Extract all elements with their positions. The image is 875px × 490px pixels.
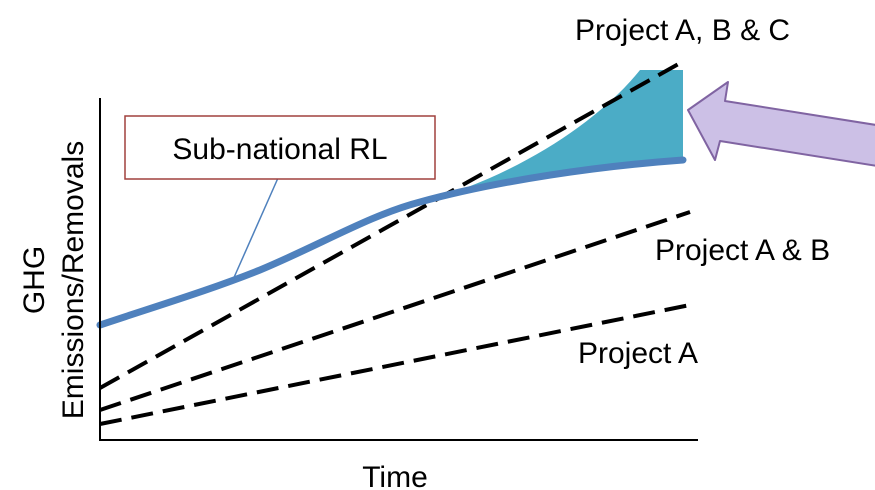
y-axis-title-line1: GHG bbox=[18, 246, 51, 314]
project-a-label: Project A bbox=[578, 337, 698, 370]
project-ab-label: Project A & B bbox=[655, 234, 830, 267]
subnational-rl-callout-box bbox=[124, 115, 436, 180]
x-axis-title: Time bbox=[362, 461, 428, 490]
excess-emissions-area bbox=[420, 70, 683, 203]
callout-leader-line bbox=[231, 177, 279, 283]
project-ab-line bbox=[99, 210, 691, 412]
left-arrow-icon bbox=[687, 81, 875, 167]
y-axis-title-line2: Emissions/Removals bbox=[57, 141, 90, 419]
project-abc-line bbox=[99, 60, 683, 390]
subnational-rl-curve bbox=[96, 156, 687, 329]
subnational-rl-label: Sub-national RL bbox=[172, 133, 387, 166]
project-abc-label: Project A, B & C bbox=[575, 14, 790, 47]
project-a-line bbox=[99, 303, 691, 426]
